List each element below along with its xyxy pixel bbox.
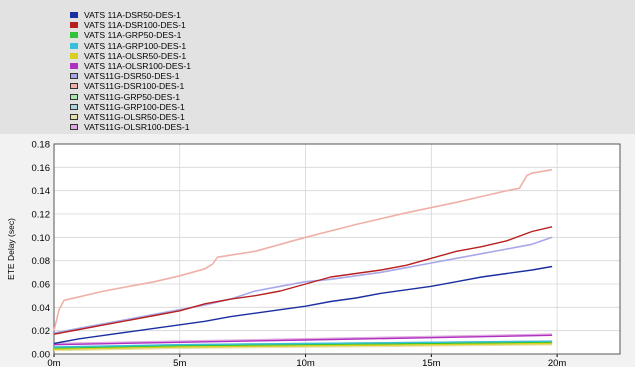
- legend-entry: VATS 11A-OLSR50-DES-1: [70, 51, 191, 61]
- legend-entry: VATS11G-GRP100-DES-1: [70, 102, 191, 112]
- legend-entry: VATS 11A-DSR50-DES-1: [70, 10, 191, 20]
- series-line-0: [53, 265, 553, 345]
- legend-label: VATS 11A-GRP50-DES-1: [84, 30, 182, 41]
- y-tick-label: 0.10: [32, 233, 51, 244]
- series-line-2: [53, 341, 553, 349]
- x-tick-label: 5m: [173, 358, 186, 367]
- legend-swatch: [70, 83, 78, 90]
- y-tick-label: 0.12: [32, 210, 51, 221]
- legend-label: VATS11G-GRP50-DES-1: [84, 91, 180, 102]
- series-line-6: [53, 236, 553, 334]
- plot-frame: [53, 143, 621, 355]
- x-tick-label: 15m: [422, 358, 441, 367]
- legend-swatch: [70, 63, 78, 70]
- legend-label: VATS11G-DSR50-DES-1: [84, 71, 180, 82]
- legend-entry: VATS11G-OLSR50-DES-1: [70, 112, 191, 122]
- legend-swatch: [70, 22, 78, 29]
- y-tick-label: 0.00: [32, 350, 51, 361]
- series-line-7: [53, 168, 553, 331]
- legend-swatch: [70, 73, 78, 80]
- legend-swatch: [70, 113, 78, 120]
- legend-entry: VATS 11A-DSR100-DES-1: [70, 20, 191, 30]
- legend-swatch: [70, 52, 78, 59]
- series-line-11: [53, 333, 553, 345]
- legend-entry: VATS 11A-OLSR100-DES-1: [70, 61, 191, 71]
- legend-swatch: [70, 124, 78, 131]
- series-line-4: [53, 342, 553, 350]
- legend-label: VATS 11A-GRP100-DES-1: [84, 40, 187, 51]
- line-chart: 0.00 0.02 0.04 0.06 0.08 0.10 0.12 0.14 0.16 0.18…: [6, 140, 621, 367]
- legend-entry: VATS11G-DSR100-DES-1: [70, 81, 191, 91]
- legend-entry: VATS11G-OLSR100-DES-1: [70, 122, 191, 132]
- legend-label: VATS 11A-OLSR50-DES-1: [84, 50, 187, 61]
- legend-label: VATS11G-DSR100-DES-1: [84, 81, 185, 92]
- y-tick-label: 0.02: [32, 326, 51, 337]
- legend-label: VATS11G-OLSR50-DES-1: [84, 111, 185, 122]
- series-line-1: [53, 226, 553, 335]
- legend-entry: VATS 11A-GRP50-DES-1: [70, 30, 191, 40]
- y-tick-label: 0.04: [32, 303, 51, 314]
- series-line-5: [53, 334, 553, 346]
- y-tick-label: 0.16: [32, 163, 51, 174]
- legend-swatch: [70, 103, 78, 110]
- legend-entry: VATS11G-DSR50-DES-1: [70, 71, 191, 81]
- y-axis-label: ETE Delay (sec): [6, 218, 16, 280]
- legend-area: VATS 11A-DSR50-DES-1 VATS 11A-DSR100-DES-…: [0, 0, 635, 134]
- legend-label: VATS 11A-DSR50-DES-1: [84, 10, 181, 20]
- x-tick-label: 20m: [548, 358, 567, 367]
- y-tick-label: 0.14: [32, 186, 51, 197]
- legend-entry: VATS11G-GRP50-DES-1: [70, 92, 191, 102]
- legend-swatch: [70, 93, 78, 100]
- legend-swatch: [70, 32, 78, 39]
- legend-label: VATS11G-GRP100-DES-1: [84, 101, 185, 112]
- plot-area: [54, 144, 620, 354]
- y-tick-label: 0.08: [32, 256, 51, 267]
- legend-label: VATS 11A-DSR100-DES-1: [84, 20, 186, 31]
- chart-legend: VATS 11A-DSR50-DES-1 VATS 11A-DSR100-DES-…: [70, 10, 191, 132]
- legend-label: VATS11G-OLSR100-DES-1: [84, 122, 190, 133]
- legend-entry: VATS 11A-GRP100-DES-1: [70, 41, 191, 51]
- x-tick-label: 0m: [47, 358, 60, 367]
- y-tick-label: 0.18: [32, 140, 51, 151]
- y-tick-label: 0.06: [32, 280, 51, 291]
- x-tick-label: 10m: [296, 358, 315, 367]
- legend-swatch: [70, 42, 78, 49]
- series-line-3: [53, 340, 553, 348]
- series-line-10: [53, 343, 553, 352]
- legend-label: VATS 11A-OLSR100-DES-1: [84, 60, 191, 71]
- legend-swatch: [70, 12, 78, 19]
